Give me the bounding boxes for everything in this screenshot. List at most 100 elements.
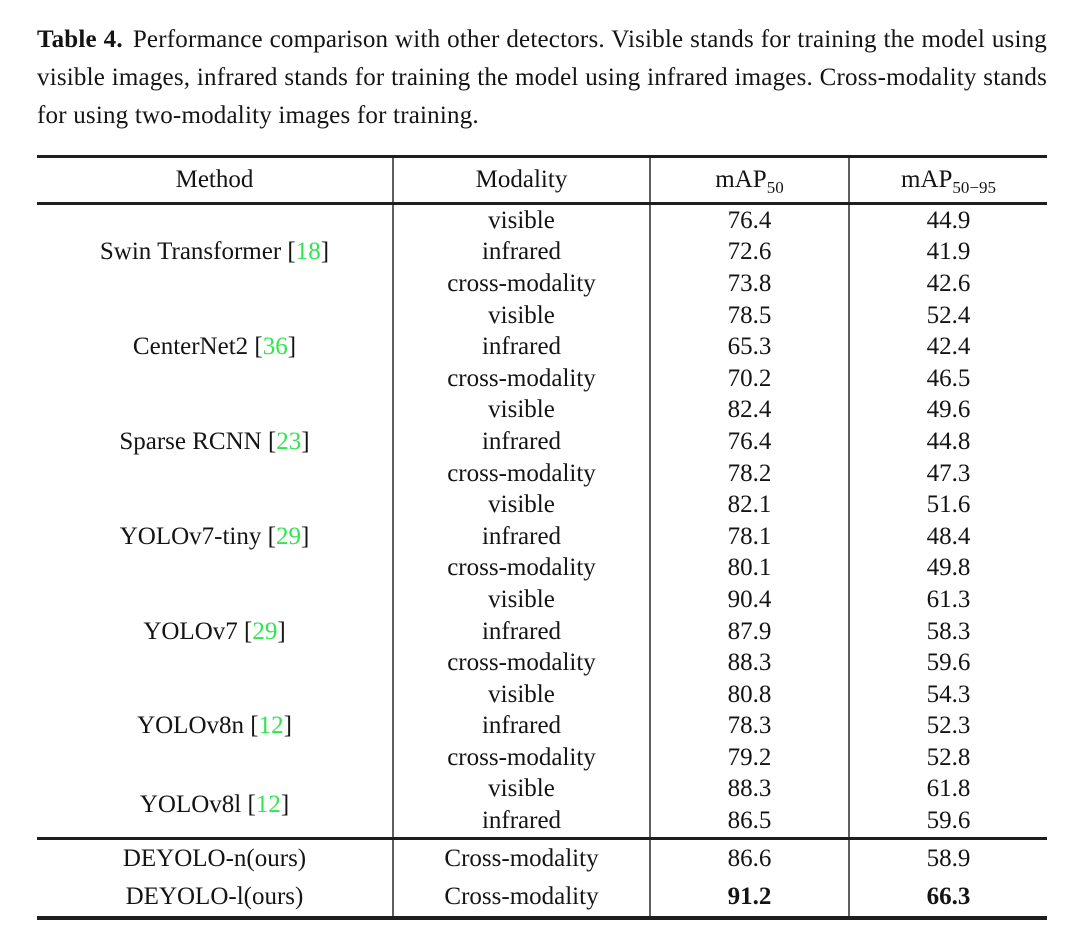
- citation-open-bracket: [: [267, 427, 277, 455]
- modality-cell: cross-modality: [392, 362, 650, 395]
- map50-subscript: 50: [766, 178, 784, 197]
- method-cell: CenterNet2 [36]: [37, 300, 393, 395]
- citation-close-bracket: ]: [283, 712, 292, 740]
- table-header: Method Modality mAP50 mAP50−95: [37, 156, 1047, 205]
- table-body-ours: DEYOLO-n(ours) Cross-modality 86.6 58.9 DEYO…: [37, 838, 1047, 918]
- map50-95-cell: 59.6: [848, 647, 1047, 679]
- map50-cell: 65.3: [649, 331, 849, 363]
- map50-95-cell: 54.3: [848, 678, 1047, 711]
- map50-cell: 87.9: [649, 615, 849, 648]
- map50-cell: 73.8: [649, 268, 849, 300]
- citation-close-bracket: ]: [301, 427, 310, 455]
- citation-open-bracket: [: [244, 617, 253, 645]
- table-caption-label: Table 4.: [37, 26, 123, 53]
- method-cell: YOLOv7-tiny [29]: [37, 489, 393, 584]
- modality-cell: visible: [392, 678, 650, 711]
- modality-cell: infrared: [392, 805, 650, 839]
- modality-cell: visible: [392, 394, 650, 427]
- map50-cell: 72.6: [649, 236, 849, 269]
- table-row: cross-modality 88.3 59.6: [37, 647, 1047, 679]
- map50-95-cell: 59.6: [848, 805, 1047, 839]
- table-row: cross-modality 79.2 52.8: [37, 742, 1047, 774]
- map50-cell: 86.5: [649, 805, 849, 839]
- modality-cell: Cross-modality: [392, 877, 650, 918]
- citation-open-bracket: [: [254, 333, 263, 361]
- map50-95-cell: 52.4: [848, 299, 1047, 332]
- method-name: DEYOLO-l(ours): [125, 882, 304, 910]
- citation-link[interactable]: 12: [258, 712, 284, 740]
- citation-open-bracket: [: [267, 522, 276, 550]
- method-name: YOLOv7-tiny: [119, 522, 262, 550]
- citation-link[interactable]: 29: [252, 617, 278, 645]
- map50-95-cell: 47.3: [848, 457, 1047, 490]
- method-cell: YOLOv7 [29]: [37, 584, 393, 679]
- map50-95-cell: 61.8: [848, 773, 1047, 806]
- table-row: infrared 86.5 59.6: [37, 805, 1047, 839]
- map50-95-cell: 52.8: [848, 742, 1047, 774]
- map50-95-cell: 52.3: [848, 710, 1047, 743]
- map50-cell: 90.4: [649, 584, 849, 616]
- map50-95-cell: 44.9: [848, 203, 1047, 237]
- map50-95-cell: 42.4: [848, 331, 1047, 363]
- modality-cell: Cross-modality: [392, 838, 650, 878]
- modality-cell: visible: [392, 489, 650, 521]
- method-name: Swin Transformer: [99, 238, 282, 266]
- method-name: YOLOv8l: [139, 791, 242, 819]
- table-row: infrared 78.3 52.3: [37, 710, 1047, 743]
- citation-open-bracket: [: [247, 791, 256, 819]
- citation-link[interactable]: 12: [255, 791, 281, 819]
- map50-95-cell: 42.6: [848, 268, 1047, 300]
- method-name: DEYOLO-n(ours): [122, 844, 307, 872]
- modality-cell: cross-modality: [392, 742, 650, 774]
- map50-cell: 86.6: [649, 838, 849, 878]
- citation-close-bracket: ]: [320, 238, 330, 266]
- citation-link[interactable]: 29: [275, 522, 301, 550]
- map50-95-cell: 44.8: [848, 426, 1047, 458]
- citation-close-bracket: ]: [277, 617, 286, 645]
- citation-link[interactable]: 36: [262, 333, 288, 361]
- map50-cell: 79.2: [649, 742, 849, 774]
- method-cell: Sparse RCNN [23]: [37, 395, 393, 490]
- method-name: YOLOv7: [143, 617, 238, 645]
- method-cell: DEYOLO-l(ours): [37, 878, 393, 918]
- map50-label: mAP: [715, 166, 767, 193]
- citation-close-bracket: ]: [280, 791, 290, 819]
- map50-cell: 76.4: [649, 203, 849, 237]
- modality-cell: infrared: [392, 331, 650, 363]
- table-row-ours: DEYOLO-n(ours) Cross-modality 86.6 58.9: [37, 838, 1047, 878]
- table-row: cross-modality 78.2 47.3: [37, 457, 1047, 490]
- table-row: YOLOv7-tiny [29] visible 82.1 51.6: [37, 489, 1047, 550]
- map50-cell: 88.3: [649, 647, 849, 679]
- map50-cell: 91.2: [649, 877, 849, 918]
- citation-link[interactable]: 18: [295, 238, 321, 266]
- column-header-map50-95: mAP50−95: [848, 156, 1047, 205]
- modality-cell: visible: [392, 773, 650, 806]
- table-row: cross-modality 73.8 42.6: [37, 268, 1047, 300]
- table-row: Sparse RCNN [23] visible 82.4 49.6: [37, 394, 1047, 455]
- table-row: cross-modality 70.2 46.5: [37, 362, 1047, 395]
- citation-close-bracket: ]: [300, 522, 310, 550]
- modality-cell: visible: [392, 203, 650, 237]
- table-row: infrared 78.1 48.4: [37, 520, 1047, 553]
- modality-cell: infrared: [392, 710, 650, 743]
- map50-cell: 78.1: [649, 520, 849, 553]
- citation-close-bracket: ]: [287, 333, 297, 361]
- table-row: cross-modality 80.1 49.8: [37, 552, 1047, 585]
- table-row: CenterNet2 [36] visible 78.5 52.4: [37, 299, 1047, 360]
- citation-link[interactable]: 23: [276, 427, 302, 455]
- table-caption-text: Performance comparison with other detect…: [37, 26, 1047, 129]
- map50-95-cell: 58.3: [848, 615, 1047, 648]
- modality-cell: cross-modality: [392, 552, 650, 585]
- table-header-row: Method Modality mAP50 mAP50−95: [37, 156, 1047, 205]
- citation-open-bracket: [: [287, 238, 296, 266]
- column-header-modality: Modality: [392, 156, 650, 205]
- method-cell: DEYOLO-n(ours): [37, 838, 393, 878]
- method-cell: YOLOv8n [12]: [37, 679, 393, 774]
- modality-cell: infrared: [392, 426, 650, 458]
- table-row-ours: DEYOLO-l(ours) Cross-modality 91.2 66.3: [37, 877, 1047, 918]
- method-name: YOLOv8n: [137, 712, 245, 740]
- map50-95-cell: 61.3: [848, 584, 1047, 616]
- map50-cell: 76.4: [649, 426, 849, 458]
- table-row: YOLOv8n [12] visible 80.8 54.3: [37, 678, 1047, 739]
- map50-95-cell: 66.3: [848, 877, 1047, 918]
